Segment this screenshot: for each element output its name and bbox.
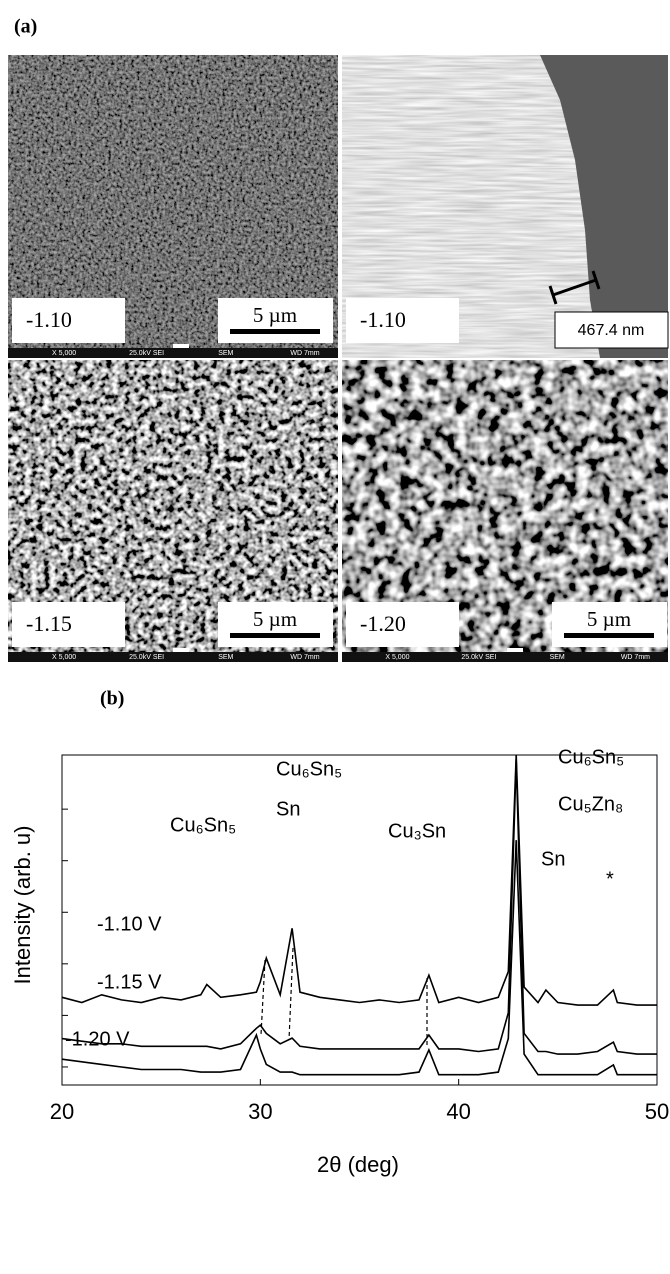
peak-annotation: *	[606, 868, 614, 890]
footer-text: WD 7mm	[621, 654, 650, 661]
scale-label: 5 µm	[587, 607, 631, 631]
footer-text: 25.0kV SEI	[129, 654, 164, 661]
label-box	[12, 602, 125, 647]
image-label: -1.10	[360, 307, 406, 332]
label-box	[346, 602, 459, 647]
series-label: -1.15 V	[97, 971, 162, 993]
peak-annotation: Sn	[276, 798, 300, 820]
y-axis-label: Intensity (arb. u)	[10, 826, 35, 985]
panel-label: (b)	[100, 688, 124, 710]
peak-annotation: Cu₅Zn₈	[558, 793, 623, 815]
series-line	[61, 840, 657, 1076]
scale-label: 5 µm	[253, 607, 297, 631]
label-box	[12, 298, 125, 343]
peak-annotation: Cu₃Sn	[388, 820, 446, 842]
footer-text: X 5,000	[52, 350, 76, 357]
peak-annotation: Sn	[541, 848, 565, 870]
scale-marker	[173, 344, 189, 348]
footer-text: WD 7mm	[290, 654, 319, 661]
footer-text: SEM	[218, 654, 233, 661]
x-tick-label: 50	[645, 1099, 669, 1124]
peak-annotation: Cu₆Sn₅	[558, 746, 624, 768]
series-line	[61, 754, 657, 1006]
scale-label: 467.4 nm	[578, 322, 645, 339]
scale-bar	[564, 633, 654, 638]
scale-box	[552, 602, 667, 647]
label-box	[346, 298, 459, 343]
plot-frame	[61, 754, 658, 1086]
scale-marker	[507, 648, 523, 652]
x-tick-label: 20	[50, 1099, 74, 1124]
footer-text: X 5,000	[385, 654, 409, 661]
scale-box	[218, 602, 333, 647]
footer-text: X 5,000	[52, 654, 76, 661]
image-footer	[342, 652, 668, 662]
series-line	[61, 760, 657, 1055]
series-label: -1.20 V	[65, 1028, 130, 1050]
scale-label: 5 µm	[253, 303, 297, 327]
footer-text: SEM	[218, 350, 233, 357]
panel-label: (a)	[14, 16, 37, 38]
footer-text: 25.0kV SEI	[461, 654, 496, 661]
scale-box	[554, 311, 669, 349]
series-label: -1.10 V	[97, 913, 162, 935]
footer-text: 25.0kV SEI	[129, 350, 164, 357]
scale-marker	[173, 648, 189, 652]
image-footer	[8, 348, 338, 358]
image-label: -1.20	[360, 611, 406, 636]
footer-text: WD 7mm	[290, 350, 319, 357]
scale-box	[218, 298, 333, 343]
footer-text: SEM	[550, 654, 565, 661]
image-label: -1.15	[26, 611, 72, 636]
x-tick-label: 40	[446, 1099, 470, 1124]
peak-annotation: Cu₆Sn₅	[276, 758, 342, 780]
image-footer	[8, 652, 338, 662]
x-tick-label: 30	[248, 1099, 272, 1124]
image-label: -1.10	[26, 307, 72, 332]
scale-bar	[230, 633, 320, 638]
scale-bar	[230, 329, 320, 334]
peak-annotation: Cu₆Sn₅	[170, 814, 236, 836]
x-axis-label: 2θ (deg)	[317, 1152, 399, 1177]
